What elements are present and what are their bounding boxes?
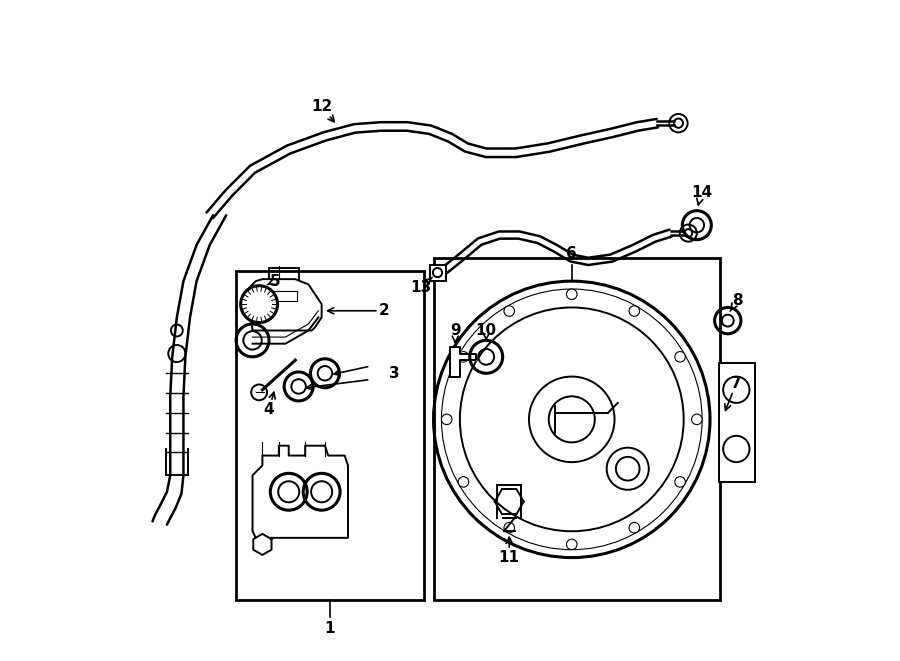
Text: 5: 5 xyxy=(267,274,281,289)
Bar xyxy=(429,264,446,281)
Bar xyxy=(434,258,720,600)
Circle shape xyxy=(675,352,685,362)
Polygon shape xyxy=(253,534,272,555)
Circle shape xyxy=(504,306,515,317)
Circle shape xyxy=(504,522,515,533)
Bar xyxy=(236,271,424,600)
Circle shape xyxy=(566,289,577,299)
Text: 1: 1 xyxy=(325,621,335,635)
Circle shape xyxy=(240,286,277,323)
Polygon shape xyxy=(249,279,321,330)
Text: 6: 6 xyxy=(566,246,577,261)
Circle shape xyxy=(629,306,640,317)
Circle shape xyxy=(675,477,685,487)
Polygon shape xyxy=(253,446,348,538)
Polygon shape xyxy=(450,347,476,377)
Text: 7: 7 xyxy=(724,375,742,410)
Text: 13: 13 xyxy=(410,278,432,295)
Text: 9: 9 xyxy=(450,323,461,342)
Text: 12: 12 xyxy=(311,99,334,122)
Circle shape xyxy=(566,539,577,550)
Circle shape xyxy=(458,477,469,487)
Circle shape xyxy=(691,414,702,424)
Text: 10: 10 xyxy=(475,323,497,341)
Circle shape xyxy=(629,522,640,533)
Text: 8: 8 xyxy=(730,293,742,311)
Circle shape xyxy=(458,352,469,362)
Bar xyxy=(718,364,755,482)
Text: 4: 4 xyxy=(264,392,275,417)
Text: 2: 2 xyxy=(328,303,390,318)
Text: 14: 14 xyxy=(691,185,712,205)
Text: 11: 11 xyxy=(499,537,519,565)
Circle shape xyxy=(441,414,452,424)
Text: 3: 3 xyxy=(389,366,400,381)
